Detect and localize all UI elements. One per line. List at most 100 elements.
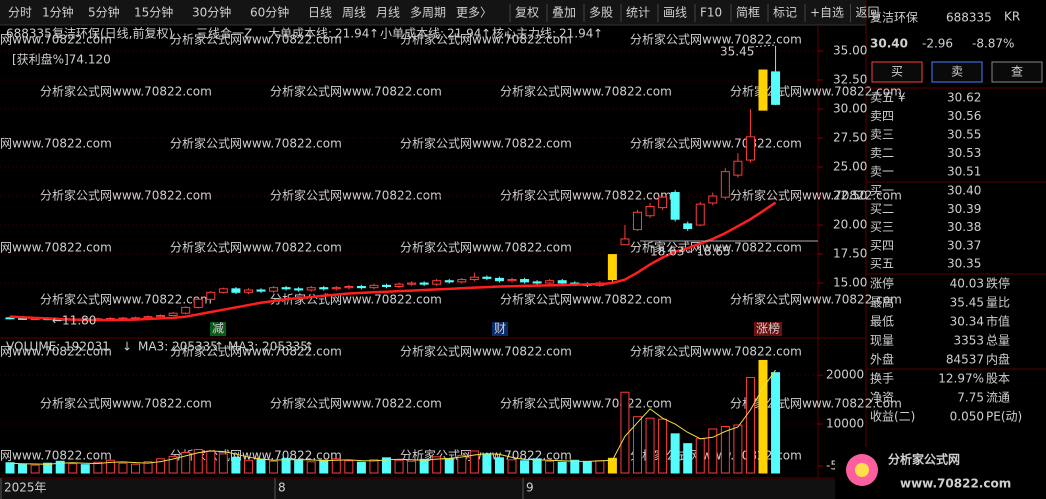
period-tab[interactable]: 30分钟 [192, 5, 231, 20]
y-tick-label: 32.50 [833, 72, 867, 86]
watermark: 分析家公式网www.70822.com [170, 240, 342, 255]
trade-button[interactable] [991, 61, 1043, 83]
volume-bar [143, 461, 153, 474]
candle-body [683, 223, 693, 229]
volume-bar [695, 438, 705, 474]
watermark: 分析家公式网www.70822.com [500, 292, 672, 307]
period-tab[interactable]: 分时 [8, 6, 32, 20]
volume-bar [419, 458, 429, 474]
tool-button[interactable]: 叠加 [552, 6, 576, 20]
tool-button[interactable]: 返回 [856, 6, 880, 20]
candle-body [256, 289, 266, 292]
date-label: 9 [526, 481, 534, 495]
volume-bar [570, 459, 580, 474]
candle-body [193, 298, 203, 308]
date-bar [0, 479, 866, 499]
candle-body [281, 287, 291, 290]
watermark: 分析家公式网www.70822.com [170, 344, 342, 359]
period-tab[interactable]: 5分钟 [88, 5, 120, 20]
trade-button[interactable] [871, 61, 923, 83]
stock-code: 688335 [6, 27, 52, 41]
y-tick-label: 17.50 [833, 247, 867, 261]
candle-body [545, 280, 555, 284]
tool-button[interactable]: 多股 [589, 6, 613, 20]
watermark: 分析家公式网www.70822.com [630, 344, 802, 359]
line-arrow: ↑ [481, 27, 491, 41]
candle-body [269, 287, 279, 292]
ma-label: MA3: 205335 [138, 340, 218, 354]
stat-label: 内盘 [986, 352, 1010, 367]
volume-bar [658, 418, 668, 474]
candle-body [557, 280, 567, 284]
period-tab[interactable]: 日线 [308, 6, 332, 20]
stat-value: 7.75 [957, 391, 984, 405]
candle-body [243, 289, 253, 293]
period-tab[interactable]: 更多〉 [456, 6, 492, 20]
volume-bar [520, 460, 530, 474]
quote-code: 688335 [946, 11, 992, 25]
volume-bar [281, 457, 291, 474]
volume-bar [80, 464, 90, 474]
volume-bar [118, 462, 128, 474]
candle-body [507, 279, 517, 282]
candle-body [494, 277, 504, 282]
volume-bar [231, 456, 241, 474]
tag-bg [754, 322, 782, 336]
candle-body [670, 192, 680, 220]
volume-bar [93, 461, 103, 474]
trade-button-label: 查 [1011, 65, 1023, 79]
tool-button[interactable]: F10 [700, 6, 722, 20]
tool-button[interactable]: 画线 [663, 6, 687, 20]
candle-body [633, 211, 642, 231]
candle-body [457, 279, 467, 283]
volume-bar [394, 459, 404, 474]
watermark: 分析家公式网www.70822.com [0, 448, 112, 463]
volume-bar [771, 372, 781, 474]
volume-bar [557, 461, 567, 474]
candle-body [444, 280, 454, 283]
candle-body [218, 288, 228, 293]
ask-label: 卖二 [870, 146, 894, 160]
y-tick-label: 15.00 [833, 276, 867, 290]
ask-price: 30.62 [947, 91, 981, 105]
line-label: 大单成本线: [268, 27, 332, 41]
stat-value: 3353 [953, 334, 984, 348]
trade-button[interactable] [931, 61, 983, 83]
tool-button[interactable]: 简框 [736, 6, 760, 20]
period-tab[interactable]: 1分钟 [42, 5, 74, 20]
candle-body [344, 286, 354, 289]
ask-price: 30.55 [947, 128, 981, 142]
tool-button[interactable]: +自选 [810, 6, 844, 20]
candle-body [745, 136, 755, 161]
candle-body [306, 287, 316, 291]
tool-button[interactable]: 标记 [773, 6, 797, 20]
period-tab[interactable]: 60分钟 [250, 5, 289, 20]
line-label: 小单成本线: [380, 27, 444, 41]
watermark: 分析家公式网www.70822.com [0, 32, 112, 47]
watermark: 分析家公式网www.70822.com [40, 188, 212, 203]
period-tab[interactable]: 周线 [342, 6, 366, 20]
volume-bar [708, 428, 718, 474]
period-tab[interactable]: 15分钟 [134, 5, 173, 20]
ask-label: 卖四 [870, 109, 894, 123]
watermark: 分析家公式网www.70822.com [270, 292, 442, 307]
watermark: 分析家公式网www.70822.com [500, 84, 672, 99]
volume-bar [193, 449, 203, 474]
y-tick-label: 27.50 [833, 131, 867, 145]
period-tab[interactable]: 月线 [376, 6, 400, 20]
period-tab[interactable]: 多周期 [410, 6, 446, 20]
watermark: 分析家公式网www.70822.com [40, 292, 212, 307]
candle-body [733, 160, 743, 176]
ask-label: 卖一 [870, 165, 894, 179]
tool-button[interactable]: 复权 [515, 6, 539, 20]
stat-label: 现量 [870, 334, 894, 348]
volume-bar [181, 451, 191, 474]
ask-price: 30.53 [947, 146, 981, 160]
watermark: 分析家公式网www.70822.com [630, 32, 802, 47]
line-label: 核心主力线: [492, 27, 556, 41]
volume-bar [407, 460, 417, 474]
tool-button[interactable]: 统计 [626, 6, 650, 20]
volume-bar [633, 416, 642, 474]
